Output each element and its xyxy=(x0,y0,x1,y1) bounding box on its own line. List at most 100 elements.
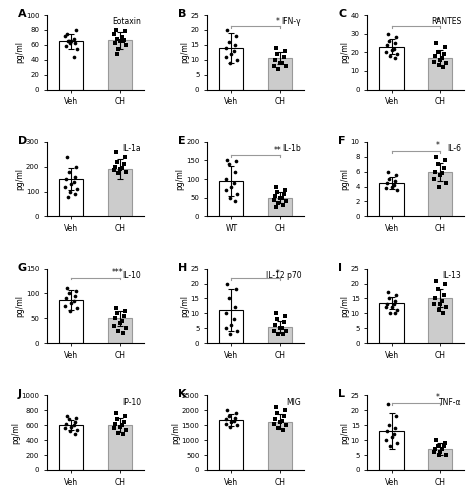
Point xyxy=(234,421,241,429)
Text: IFN-γ: IFN-γ xyxy=(281,17,301,26)
Bar xyxy=(219,181,243,216)
Text: C: C xyxy=(338,9,346,19)
Text: ***: *** xyxy=(112,268,123,277)
Bar xyxy=(428,298,452,343)
Y-axis label: pg/ml: pg/ml xyxy=(171,422,180,444)
Point xyxy=(439,298,446,306)
Point xyxy=(439,54,446,62)
Y-axis label: pg/ml: pg/ml xyxy=(15,168,24,190)
Point xyxy=(70,53,78,61)
Point xyxy=(441,280,449,287)
Point xyxy=(272,203,280,211)
Point xyxy=(280,318,287,326)
Text: Eotaxin: Eotaxin xyxy=(112,17,141,26)
Point xyxy=(392,176,399,184)
Point xyxy=(282,328,289,336)
Point xyxy=(391,310,399,318)
Point xyxy=(62,42,70,50)
Point xyxy=(113,158,121,166)
Point xyxy=(68,422,75,430)
Point xyxy=(279,194,286,202)
Point xyxy=(70,178,77,186)
Point xyxy=(118,317,126,325)
Point xyxy=(227,418,235,426)
Point xyxy=(72,287,80,295)
Point xyxy=(230,47,237,55)
Point xyxy=(282,62,289,70)
Bar xyxy=(59,425,83,470)
Bar xyxy=(59,300,83,343)
Point xyxy=(111,314,119,322)
Bar xyxy=(107,318,132,343)
Text: IL-1a: IL-1a xyxy=(122,144,141,153)
Point xyxy=(112,304,120,312)
Point xyxy=(281,406,288,414)
Point xyxy=(71,172,79,180)
Point xyxy=(383,41,390,49)
Point xyxy=(113,416,121,424)
Point xyxy=(441,42,449,50)
Y-axis label: pg/ml: pg/ml xyxy=(180,42,189,64)
Point xyxy=(439,169,446,177)
Text: G: G xyxy=(18,262,27,272)
Point xyxy=(223,175,230,183)
Point xyxy=(434,442,441,450)
Point xyxy=(71,430,78,438)
Text: IL-6: IL-6 xyxy=(447,144,461,153)
Point xyxy=(62,294,70,302)
Point xyxy=(431,175,438,183)
Point xyxy=(382,48,389,56)
Point xyxy=(280,201,287,209)
Point xyxy=(270,196,278,203)
Point xyxy=(224,156,231,164)
Point xyxy=(73,426,81,434)
Point xyxy=(386,442,394,450)
Point xyxy=(388,433,395,441)
Point xyxy=(63,412,71,420)
Point xyxy=(66,38,74,46)
Point xyxy=(63,30,71,38)
Point xyxy=(111,40,119,48)
Point xyxy=(116,165,123,173)
Point xyxy=(111,162,119,170)
Point xyxy=(272,310,280,318)
Point xyxy=(70,35,77,43)
Text: *: * xyxy=(436,141,439,150)
Point xyxy=(279,58,286,66)
Point xyxy=(226,58,234,66)
Point xyxy=(392,298,399,306)
Text: E: E xyxy=(178,136,186,146)
Text: J: J xyxy=(18,390,22,400)
Point xyxy=(65,37,73,45)
Point xyxy=(384,400,391,408)
Point xyxy=(222,186,229,194)
Point xyxy=(234,56,241,64)
Text: IL-10: IL-10 xyxy=(122,271,141,280)
Text: K: K xyxy=(178,390,187,400)
Point xyxy=(382,436,389,444)
Point xyxy=(275,64,282,72)
Bar xyxy=(379,303,404,343)
Point xyxy=(119,330,127,338)
Y-axis label: pg/ml: pg/ml xyxy=(340,42,349,64)
Point xyxy=(114,44,122,52)
Point xyxy=(383,300,390,308)
Point xyxy=(271,416,279,424)
Point xyxy=(440,164,448,172)
Point xyxy=(70,297,77,305)
Point xyxy=(118,164,126,172)
Point xyxy=(66,427,74,435)
Point xyxy=(432,152,440,160)
Point xyxy=(432,276,440,284)
Point xyxy=(274,316,281,324)
Point xyxy=(274,188,281,196)
Text: A: A xyxy=(18,9,26,19)
Point xyxy=(393,439,401,447)
Bar xyxy=(379,431,404,470)
Point xyxy=(282,421,289,429)
Text: **: ** xyxy=(273,146,281,154)
Point xyxy=(232,168,239,175)
Point xyxy=(116,422,123,430)
Point xyxy=(442,179,450,187)
Bar xyxy=(268,198,292,216)
